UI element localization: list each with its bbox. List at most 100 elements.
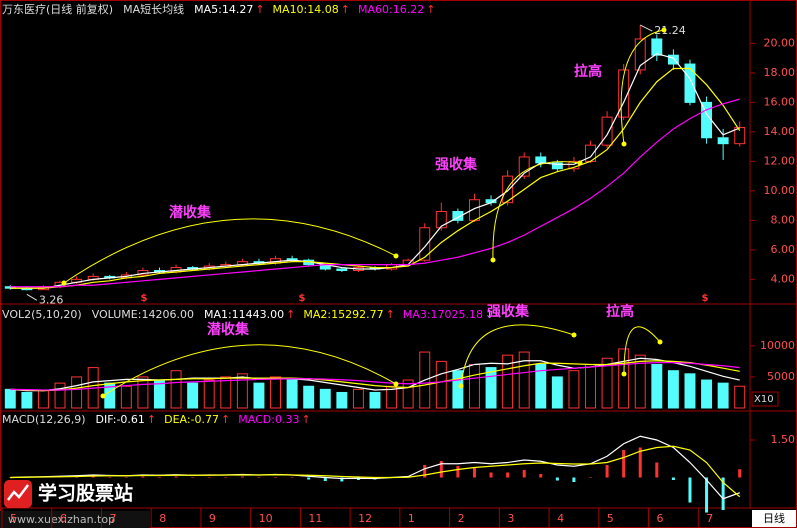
annotation-dot xyxy=(393,253,399,259)
legend-arrow: ↓ xyxy=(485,308,494,321)
macd-bar xyxy=(489,472,493,478)
watermark: 学习股票站 www.xuexizhan.top xyxy=(0,480,150,528)
volume-bar xyxy=(319,388,331,409)
annotation-dot xyxy=(577,160,583,166)
volume-bar xyxy=(253,382,265,409)
macd-bar xyxy=(439,461,443,478)
macd-bar xyxy=(456,466,460,478)
macd-bar xyxy=(224,477,228,478)
volume-bar xyxy=(236,373,248,409)
x-tick-label: 4 xyxy=(557,512,564,525)
candle-body xyxy=(634,38,646,71)
watermark-icon xyxy=(4,480,32,508)
candle-body xyxy=(518,156,530,177)
watermark-name: 学习股票站 xyxy=(38,482,133,505)
candle-body xyxy=(551,162,563,170)
signal: $ xyxy=(299,293,306,304)
legend-label: MACD(12,26,9) xyxy=(2,413,86,426)
macd-bar xyxy=(191,477,195,478)
legend-label: MACD:0.33 xyxy=(238,413,299,426)
watermark-icon-line xyxy=(7,484,29,501)
y-tick-label: 5000 xyxy=(767,370,795,383)
annotation-dot xyxy=(393,381,399,387)
macd-bar xyxy=(638,447,642,478)
legend-arrow: ↑ xyxy=(341,3,350,16)
volume-bar xyxy=(4,388,16,409)
volume-bar xyxy=(518,351,530,409)
volume-bar xyxy=(568,370,580,409)
volume-bar xyxy=(137,376,149,409)
x-tick-label: 9 xyxy=(209,512,216,525)
macd-bar xyxy=(141,476,145,478)
volume-bar xyxy=(120,385,132,409)
macd-bar xyxy=(207,477,211,478)
legend-arrow: ↑ xyxy=(221,413,230,426)
legend-label: VOL2(5,10,20) xyxy=(2,308,82,321)
x-tick-label: 6 xyxy=(657,512,664,525)
volume-bar xyxy=(270,376,282,409)
y-tick-label: 16.00 xyxy=(764,95,796,108)
annotation-dot xyxy=(621,371,627,377)
legend-arrow: ↑ xyxy=(301,413,310,426)
candle-body xyxy=(502,175,514,204)
legend-arrow: ↑ xyxy=(255,3,264,16)
volume-bar xyxy=(37,390,49,409)
watermark-url: www.xuexizhan.top xyxy=(8,513,115,526)
legend-label: MA1:11443.00 xyxy=(204,308,284,321)
volume-bar xyxy=(187,382,199,409)
annotation: 潜收集 xyxy=(169,204,212,221)
annotation: 强收集 xyxy=(435,156,478,173)
x-tick-label: 5 xyxy=(607,512,614,525)
legend-label: 万东医疗(日线 前复权) xyxy=(2,2,113,16)
annotation-dot xyxy=(661,27,667,33)
macd-bar xyxy=(522,470,526,478)
candle-body xyxy=(435,211,447,229)
candle-body xyxy=(601,116,613,146)
volume-bar xyxy=(667,370,679,409)
macd-bar xyxy=(108,477,112,478)
volume-bar xyxy=(452,370,464,409)
volume-bar xyxy=(585,363,596,409)
volume-bar xyxy=(220,376,232,409)
legend-label: MA短长均线 xyxy=(123,2,184,16)
annotation-arc xyxy=(63,218,397,284)
volume-bar xyxy=(601,357,613,409)
annotation-arc xyxy=(623,326,661,375)
macd-bar xyxy=(423,465,427,478)
macd-bar xyxy=(555,477,559,481)
legend-arrow: ↑ xyxy=(426,3,435,16)
candle-body xyxy=(535,156,547,164)
series-line xyxy=(10,445,741,498)
annotation: 拉高 xyxy=(606,303,634,320)
volume-bar xyxy=(468,363,480,409)
macd-bar xyxy=(688,477,692,503)
y-tick-label: 6.00 xyxy=(771,243,796,256)
x-tick-label: 1 xyxy=(408,512,415,525)
x-tick-label: 7 xyxy=(706,512,713,525)
candle-body xyxy=(336,268,348,272)
volume-bar xyxy=(303,385,315,409)
volume-bar xyxy=(352,388,364,409)
x-tick-label: 3 xyxy=(507,512,514,525)
annotation-dot xyxy=(61,280,67,286)
volume-bar xyxy=(170,370,182,409)
y-tick-label: 4.00 xyxy=(771,272,796,285)
legend-label: VOLUME:14206.00 xyxy=(92,308,194,321)
volume-bar xyxy=(551,376,563,409)
series-line xyxy=(10,98,740,288)
x-tick-label: 12 xyxy=(358,512,372,525)
candle-body xyxy=(651,38,663,56)
annotation-dot xyxy=(621,141,627,147)
macd-bar xyxy=(572,477,576,482)
annotation: 强收集 xyxy=(487,303,530,320)
period-tab-label[interactable]: 日线 xyxy=(763,511,785,525)
series-line xyxy=(10,360,740,392)
macd-bar xyxy=(240,476,244,478)
macd-bar xyxy=(506,472,510,478)
macd-bar xyxy=(290,477,294,478)
volume-bar xyxy=(734,385,746,409)
volume-bar xyxy=(618,348,630,409)
candle-body xyxy=(667,54,679,65)
period-tab[interactable] xyxy=(752,510,796,527)
